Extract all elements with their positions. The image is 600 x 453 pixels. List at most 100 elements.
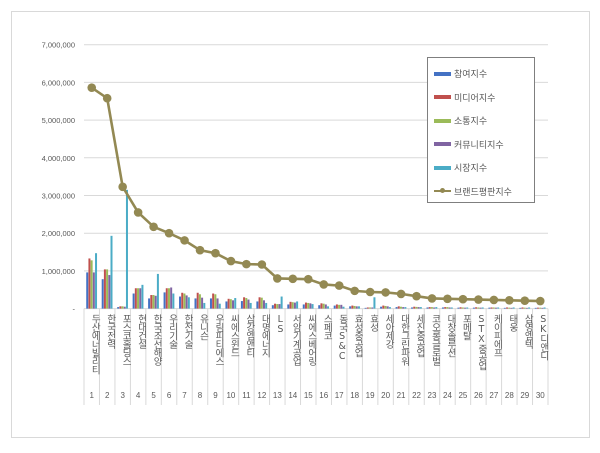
line-marker bbox=[303, 274, 313, 284]
bar bbox=[419, 307, 422, 309]
x-rank-label: 5 bbox=[151, 391, 156, 400]
legend-item: 소통지수 bbox=[434, 109, 534, 133]
bar bbox=[86, 272, 89, 309]
bar bbox=[134, 288, 137, 309]
bar bbox=[165, 288, 168, 309]
bar bbox=[289, 301, 292, 309]
x-category-label: 포메탈 bbox=[460, 314, 471, 340]
legend-label: 미디어지수 bbox=[454, 93, 496, 104]
line-marker bbox=[288, 274, 298, 284]
bar bbox=[353, 305, 356, 309]
bar bbox=[148, 298, 151, 309]
bar bbox=[137, 288, 140, 309]
bar bbox=[402, 307, 405, 309]
bar bbox=[466, 307, 469, 309]
bar bbox=[247, 299, 250, 309]
x-rank-label: 10 bbox=[226, 391, 235, 400]
bar bbox=[415, 306, 418, 309]
bar bbox=[441, 307, 444, 309]
bar bbox=[249, 302, 252, 309]
x-category-label: 현대건설 bbox=[136, 314, 147, 349]
bar bbox=[181, 292, 184, 309]
x-rank-label: 7 bbox=[182, 391, 187, 400]
x-category-label: 대명에너지 bbox=[259, 314, 270, 358]
x-category-label: 한국조선해양 bbox=[151, 314, 162, 366]
bar bbox=[119, 306, 122, 309]
bar bbox=[404, 307, 407, 309]
bar bbox=[245, 298, 248, 309]
bar bbox=[216, 298, 219, 309]
bar bbox=[232, 300, 235, 309]
x-rank-label: 30 bbox=[536, 391, 545, 400]
bar bbox=[386, 306, 389, 309]
legend-label: 소통지수 bbox=[454, 117, 488, 128]
x-category-label: 세진중공업 bbox=[414, 314, 425, 357]
legend-swatch-icon bbox=[434, 71, 451, 76]
bar bbox=[194, 298, 197, 309]
bar bbox=[446, 307, 449, 309]
bar bbox=[430, 307, 433, 309]
bar bbox=[203, 302, 206, 309]
bar bbox=[92, 272, 95, 309]
bar bbox=[132, 293, 135, 309]
x-rank-label: 9 bbox=[213, 391, 218, 400]
bar bbox=[125, 189, 128, 309]
bar bbox=[464, 307, 467, 309]
bar bbox=[276, 304, 279, 309]
bar bbox=[494, 307, 497, 309]
bar bbox=[444, 307, 447, 309]
bar bbox=[324, 304, 327, 309]
x-rank-label: 4 bbox=[136, 391, 141, 400]
bar bbox=[340, 304, 343, 309]
line-marker bbox=[180, 236, 189, 245]
x-category-label: 우리기술 bbox=[167, 314, 178, 349]
bar bbox=[525, 307, 528, 309]
bar bbox=[428, 307, 431, 309]
bar bbox=[163, 292, 166, 309]
legend-item: 커뮤니티지수 bbox=[434, 133, 534, 157]
bar bbox=[90, 260, 93, 309]
bar bbox=[357, 306, 360, 309]
bar bbox=[364, 307, 367, 309]
bar bbox=[212, 293, 215, 309]
line-marker bbox=[164, 228, 174, 238]
x-rank-label: 26 bbox=[474, 391, 483, 400]
bar bbox=[459, 307, 462, 309]
y-tick-label: - bbox=[73, 305, 76, 314]
legend-item: 미디어지수 bbox=[434, 86, 534, 110]
y-tick-label: 6,000,000 bbox=[42, 78, 75, 87]
bar bbox=[271, 305, 274, 309]
y-tick-label: 4,000,000 bbox=[42, 154, 75, 163]
bar bbox=[196, 292, 199, 309]
bar bbox=[472, 307, 475, 309]
line-marker bbox=[257, 260, 267, 269]
x-rank-label: 28 bbox=[505, 391, 514, 400]
bar bbox=[342, 306, 345, 309]
x-category-label: 코오롱글로벌 bbox=[430, 314, 441, 366]
y-tick-label: 3,000,000 bbox=[42, 192, 75, 201]
y-tick-label: 2,000,000 bbox=[42, 229, 75, 238]
bar bbox=[227, 298, 230, 309]
line-marker bbox=[365, 287, 375, 297]
y-tick-label: 5,000,000 bbox=[42, 116, 75, 125]
line-marker bbox=[412, 291, 421, 301]
bar bbox=[309, 303, 312, 309]
bar bbox=[333, 305, 336, 309]
x-category-label: 서암기계공업 bbox=[290, 314, 301, 366]
bar bbox=[218, 303, 221, 309]
bar bbox=[293, 302, 296, 309]
line-marker bbox=[195, 245, 205, 255]
bar bbox=[536, 307, 539, 309]
bar bbox=[457, 307, 460, 309]
bar bbox=[274, 303, 277, 309]
line-marker bbox=[242, 259, 251, 269]
bar bbox=[117, 307, 120, 309]
bar bbox=[106, 269, 109, 309]
legend-label: 브랜드평판지수 bbox=[454, 187, 512, 198]
legend-swatch-icon bbox=[434, 142, 451, 147]
x-category-label: 효성중공업 bbox=[352, 314, 363, 357]
y-tick-label: 7,000,000 bbox=[42, 41, 75, 50]
bar bbox=[260, 297, 263, 309]
bar bbox=[528, 307, 531, 309]
bar bbox=[433, 307, 436, 309]
